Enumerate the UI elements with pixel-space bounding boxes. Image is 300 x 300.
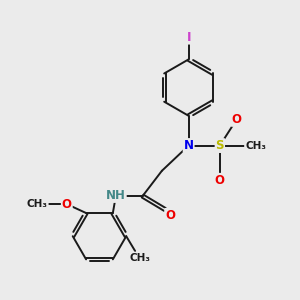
Text: N: N: [184, 139, 194, 152]
Text: CH₃: CH₃: [27, 199, 48, 209]
Text: O: O: [165, 209, 175, 222]
Text: O: O: [232, 113, 242, 126]
Text: S: S: [216, 139, 224, 152]
Text: I: I: [186, 31, 191, 44]
Text: O: O: [215, 174, 225, 187]
Text: NH: NH: [106, 189, 126, 202]
Text: CH₃: CH₃: [129, 253, 150, 262]
Text: O: O: [62, 198, 72, 211]
Text: CH₃: CH₃: [245, 140, 266, 151]
